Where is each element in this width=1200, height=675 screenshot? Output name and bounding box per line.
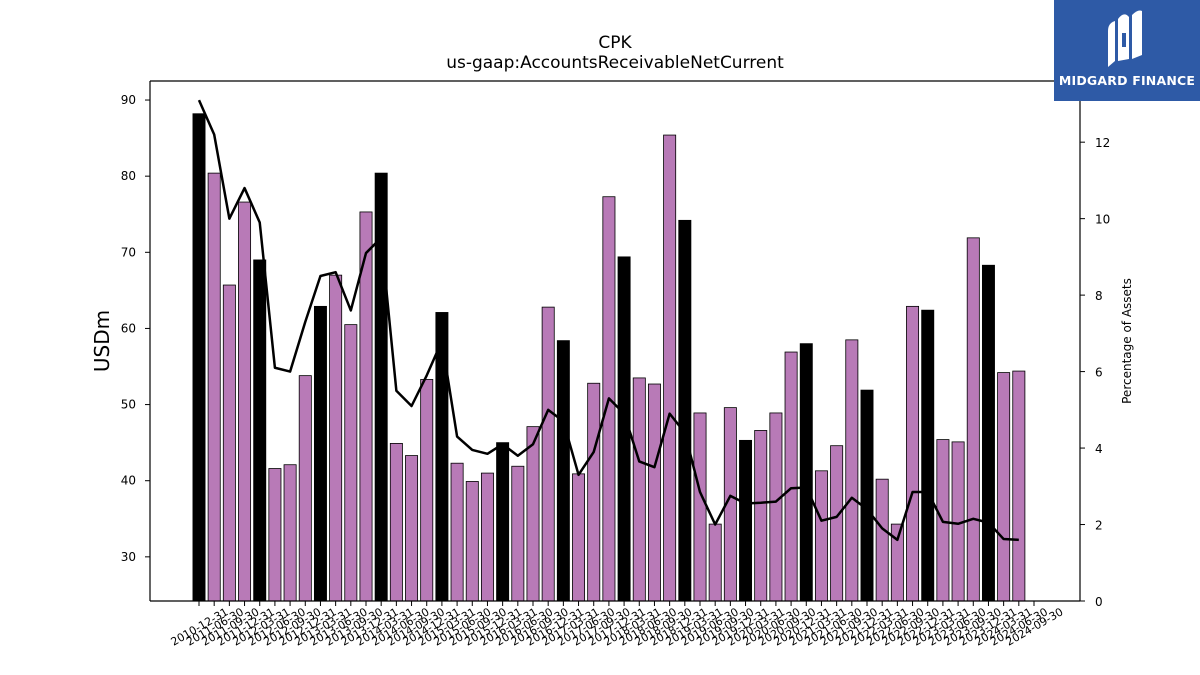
y2-axis-label: Percentage of Assets bbox=[1120, 278, 1134, 404]
bar bbox=[845, 339, 859, 602]
bar bbox=[511, 465, 525, 602]
y2-tick-label: 4 bbox=[1095, 442, 1103, 456]
logo-text: MIDGARD FINANCE bbox=[1058, 73, 1196, 88]
bar bbox=[526, 426, 540, 602]
bar bbox=[344, 324, 358, 602]
bar bbox=[875, 478, 889, 602]
y2-tick-label: 8 bbox=[1095, 289, 1103, 303]
bar bbox=[435, 312, 449, 602]
bar bbox=[313, 305, 327, 602]
bar bbox=[222, 284, 236, 602]
bar bbox=[830, 445, 844, 602]
bar bbox=[739, 439, 753, 602]
bar bbox=[799, 343, 813, 602]
y2-tick-label: 6 bbox=[1095, 366, 1103, 380]
bar bbox=[268, 468, 282, 602]
bar bbox=[389, 442, 403, 602]
bar bbox=[693, 412, 707, 602]
chart-subtitle: us-gaap:AccountsReceivableNetCurrent bbox=[446, 53, 784, 73]
bar bbox=[981, 264, 995, 602]
bar bbox=[192, 113, 206, 602]
bar bbox=[663, 134, 677, 602]
bar bbox=[450, 462, 464, 602]
bar bbox=[708, 523, 722, 602]
bar bbox=[207, 172, 221, 602]
y2-tick-label: 10 bbox=[1095, 213, 1110, 227]
chart-title: CPK bbox=[598, 33, 632, 53]
bar bbox=[253, 259, 267, 602]
y-tick-label: 60 bbox=[121, 321, 136, 335]
bar bbox=[298, 375, 312, 602]
bar bbox=[784, 351, 798, 602]
y2-tick-label: 12 bbox=[1095, 136, 1110, 150]
bar bbox=[966, 237, 980, 602]
bar bbox=[496, 442, 510, 602]
bar bbox=[769, 412, 783, 602]
bar bbox=[480, 472, 494, 602]
y-tick-label: 80 bbox=[121, 169, 136, 183]
y2-tick-label: 2 bbox=[1095, 519, 1103, 533]
bar bbox=[283, 464, 297, 602]
bar bbox=[754, 430, 768, 602]
bar bbox=[329, 274, 343, 602]
bar bbox=[678, 219, 692, 602]
y-tick-label: 30 bbox=[121, 550, 136, 564]
y-tick-label: 50 bbox=[121, 398, 136, 412]
y-axis-label: USDm bbox=[90, 310, 114, 372]
bar bbox=[238, 201, 252, 602]
bar bbox=[906, 305, 920, 602]
bar bbox=[860, 389, 874, 602]
y-tick-label: 70 bbox=[121, 245, 136, 259]
bar bbox=[814, 470, 828, 602]
bar bbox=[587, 382, 601, 602]
midgard-finance-logo: MIDGARD FINANCE bbox=[1054, 0, 1200, 101]
bar bbox=[465, 481, 479, 602]
bar bbox=[647, 383, 661, 602]
y2-tick-label: 0 bbox=[1095, 595, 1103, 609]
plot-area: 304050607080900246810122010-12-312011-06… bbox=[121, 80, 1110, 649]
y-tick-label: 90 bbox=[121, 93, 136, 107]
bar bbox=[997, 372, 1011, 602]
bar bbox=[572, 473, 586, 602]
bar bbox=[420, 379, 434, 602]
bar bbox=[632, 377, 646, 602]
bar bbox=[921, 309, 935, 602]
bar bbox=[556, 340, 570, 602]
bar bbox=[405, 455, 419, 602]
bar bbox=[1012, 370, 1026, 602]
bar bbox=[541, 306, 555, 602]
line-series bbox=[197, 99, 1019, 542]
y-tick-label: 40 bbox=[121, 474, 136, 488]
midgard-logo-icon bbox=[1108, 10, 1142, 67]
